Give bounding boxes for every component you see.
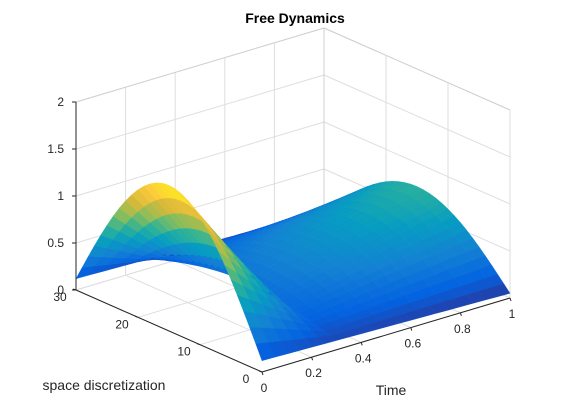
y-tick-label: 30 [53, 290, 67, 304]
z-tick-label: 0 [57, 283, 64, 297]
y-tick-label: 10 [177, 345, 191, 359]
x-tick [509, 297, 512, 302]
x-axis-label: Time [376, 382, 407, 398]
x-tick-label: 0.4 [355, 351, 372, 365]
x-tick-label: 0.2 [305, 366, 322, 380]
y-tick-label: 20 [115, 317, 129, 331]
y-tick [196, 343, 201, 346]
y-tick [258, 370, 263, 373]
grid-line [75, 121, 325, 197]
x-tick-label: 1 [509, 307, 516, 321]
surface-patch [491, 283, 511, 297]
z-tick-label: 2 [57, 95, 64, 109]
z-tick-label: 1.5 [47, 142, 64, 156]
x-tick [360, 342, 363, 346]
chart-title: Free Dynamics [245, 10, 345, 26]
x-tick [311, 357, 314, 361]
box-edge [75, 27, 325, 103]
x-tick-label: 0 [261, 381, 268, 395]
y-axis-label: space discretization [43, 377, 166, 393]
y-tick-label: 0 [243, 372, 250, 386]
x-tick [459, 312, 462, 316]
y-tick [134, 315, 139, 318]
x-tick-label: 0.8 [454, 322, 471, 336]
z-tick-label: 0.5 [47, 236, 64, 250]
box-edge [323, 27, 511, 111]
grid-line [323, 74, 511, 158]
x-tick [261, 371, 264, 376]
x-axis-line [261, 297, 511, 373]
surface-plot [75, 181, 511, 361]
axes [72, 101, 512, 376]
y-axis-line [75, 289, 263, 373]
grid-line [75, 74, 325, 150]
x-tick [410, 327, 413, 331]
z-tick-label: 1 [57, 189, 64, 203]
grid-line [323, 121, 511, 205]
x-tick-label: 0.6 [404, 337, 421, 351]
